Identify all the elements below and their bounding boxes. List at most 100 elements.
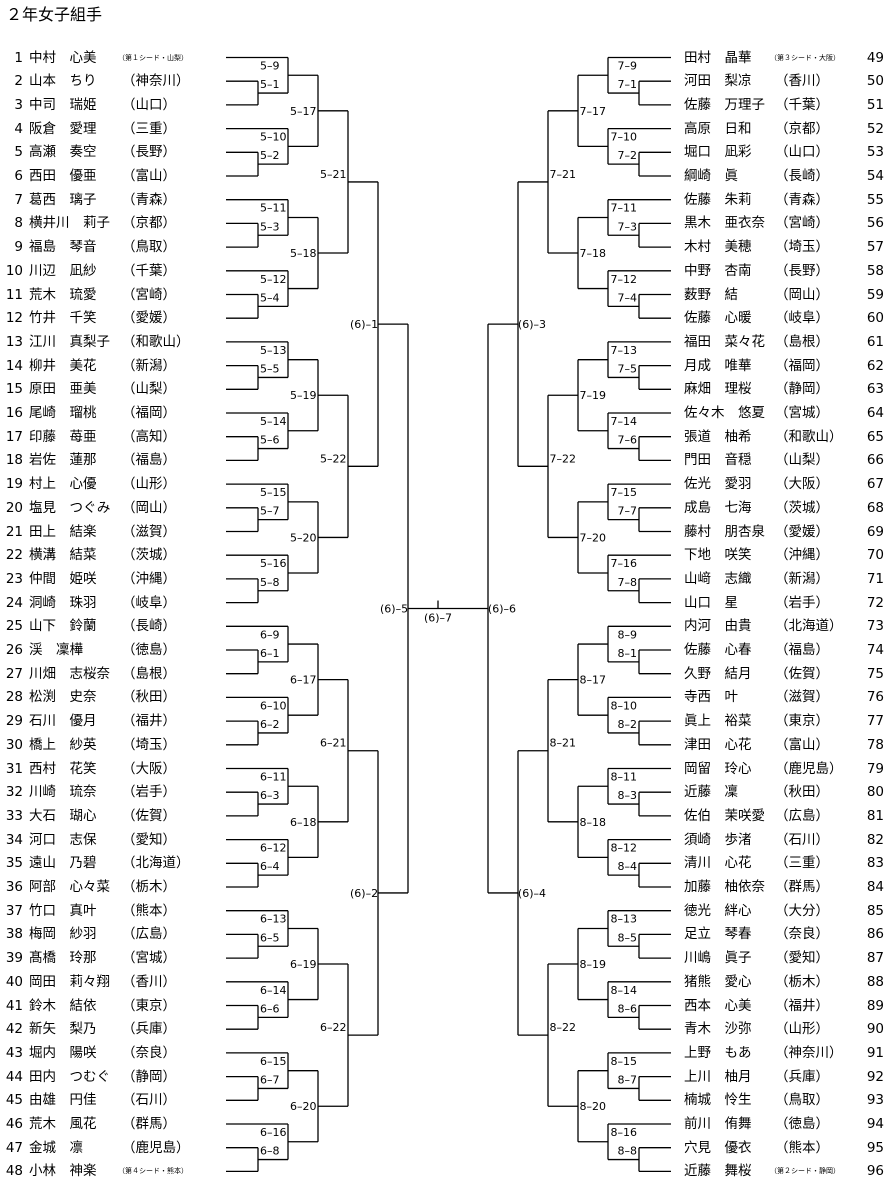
entry-number: 90 (866, 1021, 884, 1038)
match-label: 8–15 (611, 1055, 638, 1068)
entry-name: 中司 瑞姫 (29, 96, 97, 113)
match-label: 5–18 (290, 247, 317, 260)
entry-prefecture: （三重） (122, 120, 176, 137)
entry-name: 横井川 莉子 (29, 215, 110, 232)
entry-prefecture: （島根） (122, 665, 176, 682)
entry-prefecture: （鹿児島） (775, 760, 843, 777)
entry-row: 23 仲間 姫咲 （沖縄） (0, 569, 889, 589)
entry-prefecture: （千葉） (775, 96, 829, 113)
entry-row: 3 中司 瑞姫 （山口） (0, 95, 889, 115)
entry-prefecture: （石川） (775, 831, 829, 848)
match-label: (6)–1 (350, 318, 378, 331)
entry-row: 73 内河 由貴 （北海道） (0, 616, 889, 636)
entry-name: 下地 咲笑 (684, 547, 752, 564)
entry-number: 91 (866, 1044, 884, 1061)
match-label: 7–3 (618, 220, 638, 233)
entry-name: 柳井 美花 (29, 357, 97, 374)
entry-row: 22 横溝 結菜 （茨城） (0, 545, 889, 565)
seed-note: （第４シード・熊本） (118, 1167, 188, 1176)
entry-name: 山下 鈴蘭 (29, 618, 97, 635)
match-label: 6–11 (260, 771, 287, 784)
entry-name: 佐々木 悠夏 (684, 405, 765, 421)
entry-number: 44 (5, 1068, 23, 1085)
match-label: 8–11 (611, 771, 638, 784)
entry-name: 横溝 結菜 (29, 547, 97, 564)
match-label: 6–2 (260, 718, 280, 731)
entry-name: 梅岡 紗羽 (29, 926, 97, 943)
entry-prefecture: （愛知） (122, 831, 176, 848)
entry-number: 10 (5, 262, 23, 279)
entry-number: 5 (14, 144, 23, 161)
entry-row: 29 石川 優月 （福井） (0, 711, 889, 731)
entry-prefecture: （埼玉） (775, 239, 829, 256)
entry-number: 82 (866, 831, 884, 848)
match-label: 7–17 (580, 105, 607, 118)
entry-name: 黒木 亜衣奈 (684, 215, 765, 232)
entry-name: 藤村 朋杏泉 (684, 523, 765, 540)
entry-name: 岩佐 蓮那 (29, 452, 97, 469)
entry-row: 31 西村 花笑 （大阪） (0, 759, 889, 779)
entry-row: 42 新矢 梨乃 （兵庫） (0, 1019, 889, 1039)
entry-name: 内河 由貴 (684, 618, 752, 635)
entry-prefecture: （栃木） (122, 879, 176, 895)
entry-number: 20 (5, 499, 23, 516)
entry-prefecture: （新潟） (122, 357, 176, 374)
match-label: 7–5 (618, 362, 638, 375)
entry-prefecture: （島根） (775, 333, 829, 350)
entry-prefecture: （長野） (775, 262, 829, 279)
match-label: 5–3 (260, 220, 280, 233)
entry-number: 28 (5, 689, 23, 706)
entry-row: 65 張道 柚希 （和歌山） (0, 427, 889, 447)
entry-name: 足立 琴春 (684, 926, 752, 943)
entry-name: 西村 花笑 (29, 760, 97, 777)
match-label: (6)–4 (518, 887, 546, 900)
entry-prefecture: （沖縄） (775, 547, 829, 564)
match-label: 7–9 (618, 60, 638, 73)
entry-number: 66 (866, 452, 884, 469)
entry-name: 猪熊 愛心 (684, 973, 752, 990)
entry-prefecture: （山形） (775, 1021, 829, 1038)
entry-prefecture: （福井） (775, 997, 829, 1014)
entry-row: 19 村上 心優 （山形） (0, 474, 889, 494)
entry-name: 江川 真梨子 (29, 333, 110, 350)
match-label: 5–20 (290, 531, 317, 544)
entry-prefecture: （佐賀） (122, 807, 176, 824)
entry-row: 51 佐藤 万理子 （千葉） (0, 95, 889, 115)
entry-name: 麻畑 理桜 (684, 381, 752, 398)
match-label: 7–22 (550, 452, 577, 465)
entry-prefecture: （京都） (775, 120, 829, 137)
match-label: 5–9 (260, 60, 280, 73)
entry-prefecture: （和歌山） (775, 428, 843, 445)
entry-prefecture: （山梨） (122, 381, 176, 398)
entry-name: 薮野 結 (684, 286, 738, 303)
entry-number: 47 (5, 1139, 23, 1156)
entry-number: 80 (866, 784, 884, 801)
entry-number: 41 (5, 997, 23, 1014)
entry-name: 岡留 玲心 (684, 760, 752, 777)
entry-number: 30 (5, 736, 23, 753)
entry-row: 68 成島 七海 （茨城） (0, 498, 889, 518)
entry-prefecture: （山口） (122, 96, 176, 113)
entry-name: 佐藤 心春 (684, 642, 752, 658)
entry-row: 64 佐々木 悠夏 （宮城） (0, 403, 889, 423)
entry-name: 堀内 陽咲 (29, 1044, 97, 1061)
entry-number: 96 (866, 1163, 884, 1180)
entry-number: 77 (866, 713, 884, 730)
match-label: 8–6 (618, 1002, 638, 1015)
match-label: 7–6 (618, 434, 638, 447)
entry-prefecture: （岐阜） (775, 310, 829, 327)
entry-number: 45 (5, 1092, 23, 1109)
entry-name: 阿部 心々菜 (29, 879, 110, 895)
entry-row: 53 堀口 凪彩 （山口） (0, 142, 889, 162)
entry-name: 佐藤 朱莉 (684, 191, 752, 208)
entry-name: 葛西 璃子 (29, 191, 97, 208)
entry-name: 尾崎 瑠桃 (29, 405, 97, 421)
entry-row: 78 津田 心花 （富山） (0, 735, 889, 755)
entry-prefecture: （鳥取） (122, 239, 176, 256)
entry-prefecture: （富山） (122, 168, 176, 184)
match-label: 8–8 (618, 1145, 638, 1158)
match-label: 7–21 (550, 168, 577, 181)
entry-name: 仲間 姫咲 (29, 570, 97, 587)
entry-name: 中野 杏南 (684, 262, 752, 279)
match-label: 7–10 (611, 131, 638, 144)
